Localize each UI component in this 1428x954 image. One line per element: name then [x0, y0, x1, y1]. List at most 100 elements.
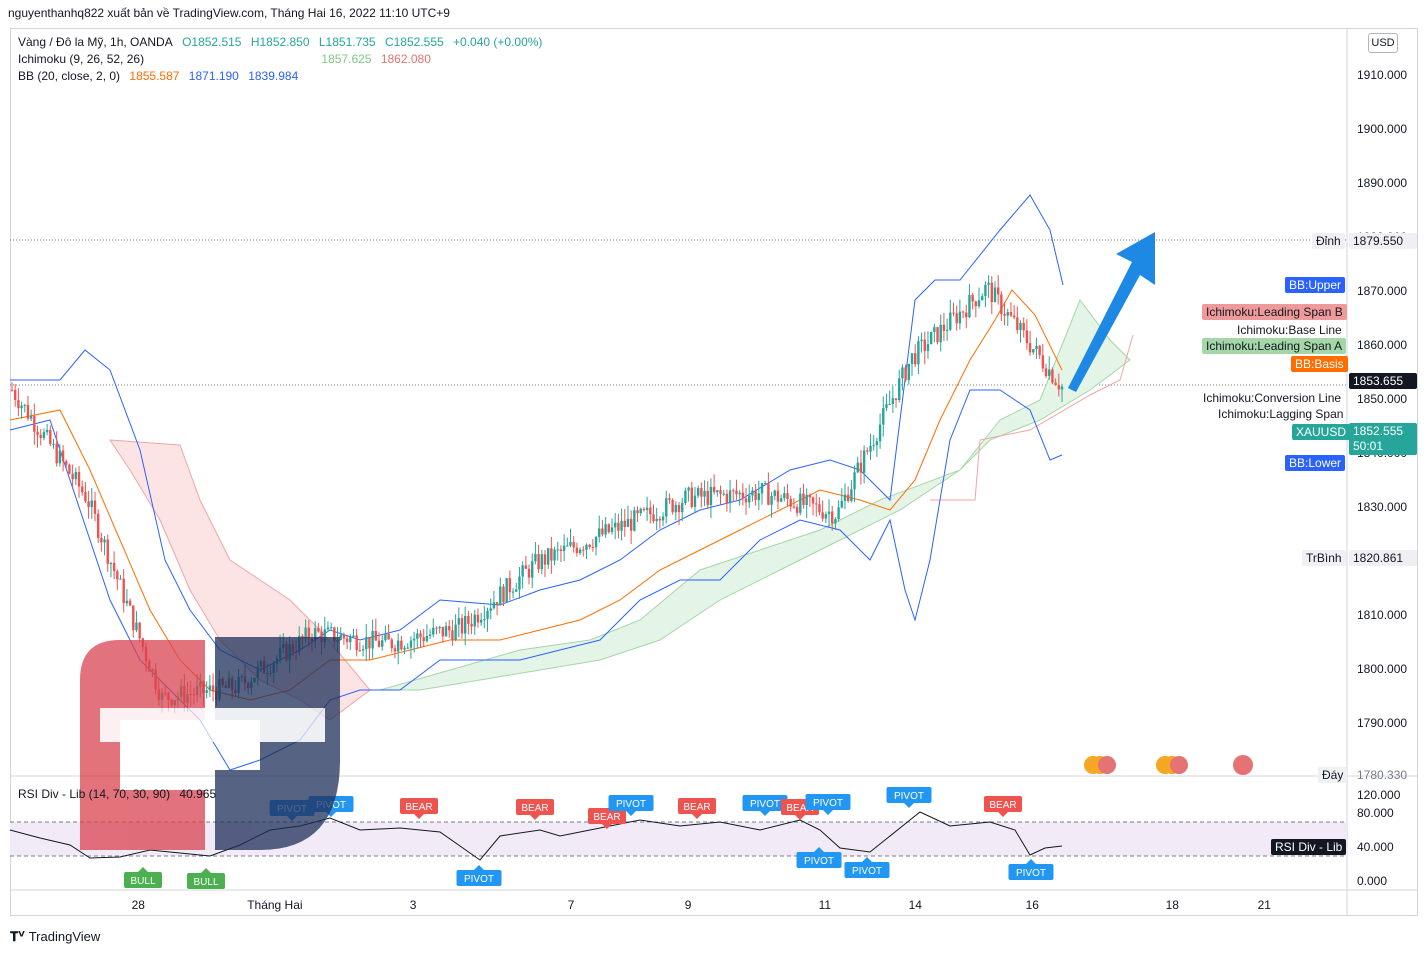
candle-body [495, 602, 499, 606]
trend-arrow [1068, 232, 1155, 392]
candle-body [345, 638, 349, 643]
candle-body [719, 490, 722, 494]
candle-body [677, 504, 681, 513]
candle-body [17, 400, 20, 409]
candle-body [933, 327, 936, 332]
candle-body [90, 500, 93, 508]
candle-body [910, 353, 914, 364]
ichimoku-cloud-red-edge [930, 334, 1134, 501]
candle-body [741, 492, 745, 499]
rsi-signal-text: PIVOT [852, 866, 882, 877]
candle-body [582, 549, 585, 551]
candle-body [128, 600, 132, 606]
candle-body [317, 628, 320, 632]
symbol-name: Vàng / Đô la Mỹ, 1h, OANDA [18, 35, 173, 49]
candle-body [355, 635, 358, 651]
candle-body [540, 554, 543, 570]
ichimoku-legend[interactable]: Ichimoku (9, 26, 52, 26) 1857.625 1862.0… [18, 52, 437, 66]
candle-body [885, 404, 888, 409]
candle-body [55, 443, 58, 464]
candle-body [633, 510, 636, 531]
candle-body [808, 494, 812, 498]
candle-body [815, 503, 818, 505]
candle-body [882, 408, 885, 425]
candle-body [859, 462, 863, 473]
candle-body [138, 622, 141, 639]
rsi-title: RSI Div - Lib (14, 70, 30, 90) [18, 787, 171, 801]
candle-body [620, 520, 623, 531]
candle-body [438, 626, 441, 629]
currency-button[interactable]: USD [1368, 33, 1398, 53]
candle-body [543, 554, 547, 565]
candle-body [652, 514, 655, 522]
candle-body [65, 461, 68, 465]
candle-body [29, 416, 33, 419]
rsi-signal-bull: BULL [187, 868, 225, 889]
tradingview-logo[interactable]: 𝐓ⱽ TradingView [10, 929, 101, 944]
candle-body [869, 445, 872, 452]
rsi-legend[interactable]: RSI Div - Lib (14, 70, 30, 90) 40.965 [18, 787, 222, 801]
candle-body [760, 483, 764, 494]
chart-frame [10, 28, 1418, 916]
rsi-signal-text: BEAR [989, 800, 1016, 811]
bb-legend[interactable]: BB (20, close, 2, 0) 1855.587 1871.190 1… [18, 69, 304, 83]
candle-body [342, 634, 346, 639]
bb-basis-tag: BB:Basis [1291, 356, 1348, 372]
candle-body [100, 537, 103, 543]
candle-body [537, 553, 540, 570]
rsi-signal-bear: BEAR [678, 798, 716, 819]
candle-body [416, 633, 419, 639]
candle-body [1048, 369, 1051, 377]
rsi-signal-text: BULL [193, 877, 218, 888]
candle-body [339, 634, 342, 640]
candle-body [773, 490, 776, 496]
candle-body [786, 493, 789, 499]
candle-body [738, 492, 741, 495]
ohlc-open: O1852.515 [182, 35, 242, 49]
candle-body [119, 578, 122, 580]
candle-body [984, 284, 987, 297]
candle-body [853, 472, 856, 490]
candle-body [840, 501, 843, 508]
candle-body [952, 312, 955, 314]
candle-body [26, 404, 30, 419]
ichimoku-base-tag: Ichimoku:Base Line [1237, 323, 1342, 337]
candle-body [888, 403, 891, 405]
candle-body [725, 493, 729, 503]
low-name-tag: Đáy [1318, 767, 1348, 783]
candle-body [531, 561, 534, 578]
candle-body [789, 498, 792, 507]
rsi-signal-bear: BEAR [984, 796, 1022, 817]
ohlc-close: C1852.555 [384, 35, 444, 49]
candle-body [891, 398, 895, 404]
rsi-tick-label: 120.000 [1357, 788, 1401, 802]
candle-body [588, 544, 591, 547]
candle-body [996, 287, 1000, 295]
candle-body [1060, 386, 1064, 390]
candle-body [805, 494, 808, 505]
candle-body [20, 405, 23, 409]
candle-body [122, 578, 125, 604]
candle-body [23, 404, 26, 406]
rsi-signal-bear: BEAR [516, 799, 554, 820]
candle-body [629, 518, 633, 531]
time-tick-label: 7 [567, 898, 575, 912]
candle-body [604, 524, 607, 535]
bb-upper-band [10, 194, 1064, 671]
candle-body [368, 637, 371, 649]
candle-body [607, 524, 611, 533]
candle-body [52, 443, 55, 445]
candle-body [684, 490, 687, 504]
candle-body [406, 647, 409, 649]
candle-body [463, 616, 467, 634]
candle-body [613, 522, 617, 528]
candle-body [1044, 368, 1048, 377]
candle-body [732, 490, 735, 492]
candle-body [81, 486, 84, 493]
candle-body [387, 633, 390, 640]
price-tick-label: 1800.000 [1357, 662, 1408, 676]
candle-body [610, 527, 614, 533]
candle-body [894, 398, 898, 400]
candle-body [878, 424, 882, 442]
